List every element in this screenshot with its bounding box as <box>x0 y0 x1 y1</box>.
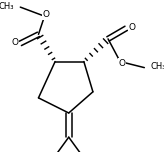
Text: O: O <box>11 38 18 47</box>
Text: CH₃: CH₃ <box>150 62 164 71</box>
Text: O: O <box>42 10 50 19</box>
Text: O: O <box>128 23 135 32</box>
Text: CH₃: CH₃ <box>0 2 14 11</box>
Text: O: O <box>118 59 125 68</box>
